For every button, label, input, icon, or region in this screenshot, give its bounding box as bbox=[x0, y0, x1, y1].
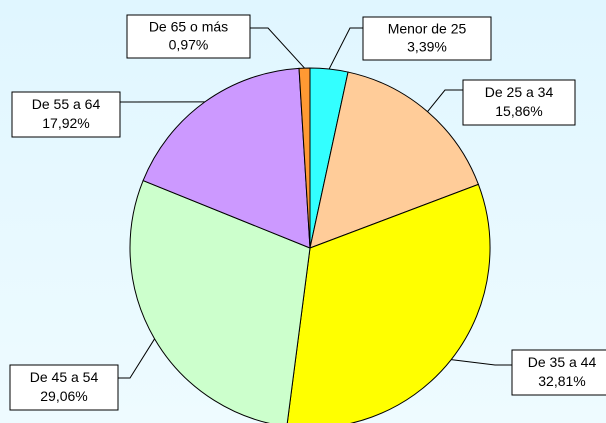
label-box bbox=[362, 16, 492, 61]
value-label: 32,81% bbox=[538, 373, 585, 389]
leader-line bbox=[451, 359, 512, 366]
label-box bbox=[462, 79, 576, 126]
slice-label: De 25 a 34 bbox=[485, 84, 554, 100]
value-label: 3,39% bbox=[407, 39, 447, 55]
label-box bbox=[511, 349, 606, 396]
slice-label: De 35 a 44 bbox=[528, 354, 597, 370]
label-box bbox=[9, 364, 119, 411]
value-label: 29,06% bbox=[40, 388, 87, 404]
slice-label: Menor de 25 bbox=[388, 21, 467, 37]
slice-label: De 45 a 54 bbox=[30, 369, 99, 385]
value-label: 0,97% bbox=[169, 37, 209, 53]
leader-line bbox=[328, 27, 363, 70]
pie-slice bbox=[286, 183, 491, 423]
label-box bbox=[11, 91, 121, 138]
value-label: 15,86% bbox=[495, 103, 542, 119]
pie-slice bbox=[309, 71, 480, 249]
slice-label: De 65 o más bbox=[149, 19, 228, 35]
leader-line bbox=[118, 338, 156, 379]
pie-slice bbox=[142, 67, 311, 249]
slice-label: De 55 a 64 bbox=[32, 96, 101, 112]
leader-line bbox=[427, 89, 463, 112]
value-label: 17,92% bbox=[42, 115, 89, 131]
leader-line bbox=[250, 27, 305, 69]
label-box bbox=[126, 14, 251, 59]
